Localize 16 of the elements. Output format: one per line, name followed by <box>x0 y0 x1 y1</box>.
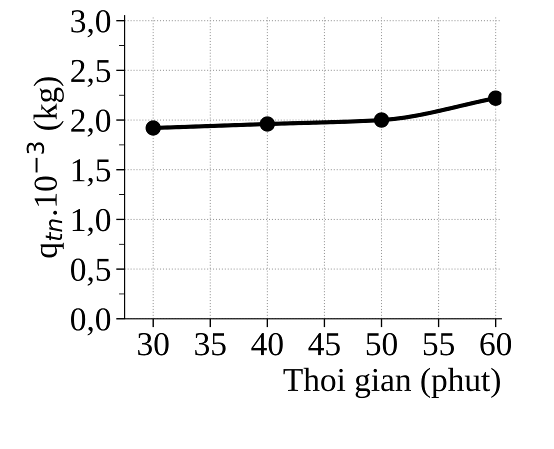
x-tick-label: 45 <box>308 333 340 356</box>
y-tick-label: 0,5 <box>71 258 110 286</box>
x-tick-label: 35 <box>195 333 226 356</box>
x-tick-label: 50 <box>366 332 397 356</box>
y-tick-label: 1,5 <box>72 159 110 186</box>
x-tick-label: 55 <box>424 333 454 356</box>
y-axis-title: q$_{tn}$.10$^{−3}$ (kg) <box>26 77 64 258</box>
y-tick-label: 2,0 <box>71 109 110 137</box>
y-tick-label: 2,5 <box>71 60 110 88</box>
y-tick-label: 1,0 <box>72 208 110 236</box>
y-tick-label: 0,0 <box>71 308 110 336</box>
x-tick-label: 60 <box>480 332 512 356</box>
y-tick-label: 3,0 <box>71 10 110 38</box>
x-tick-label: 40 <box>251 332 283 356</box>
x-axis-title: Thoi gian (phut) <box>284 368 500 398</box>
x-tick-label: 30 <box>138 332 169 356</box>
